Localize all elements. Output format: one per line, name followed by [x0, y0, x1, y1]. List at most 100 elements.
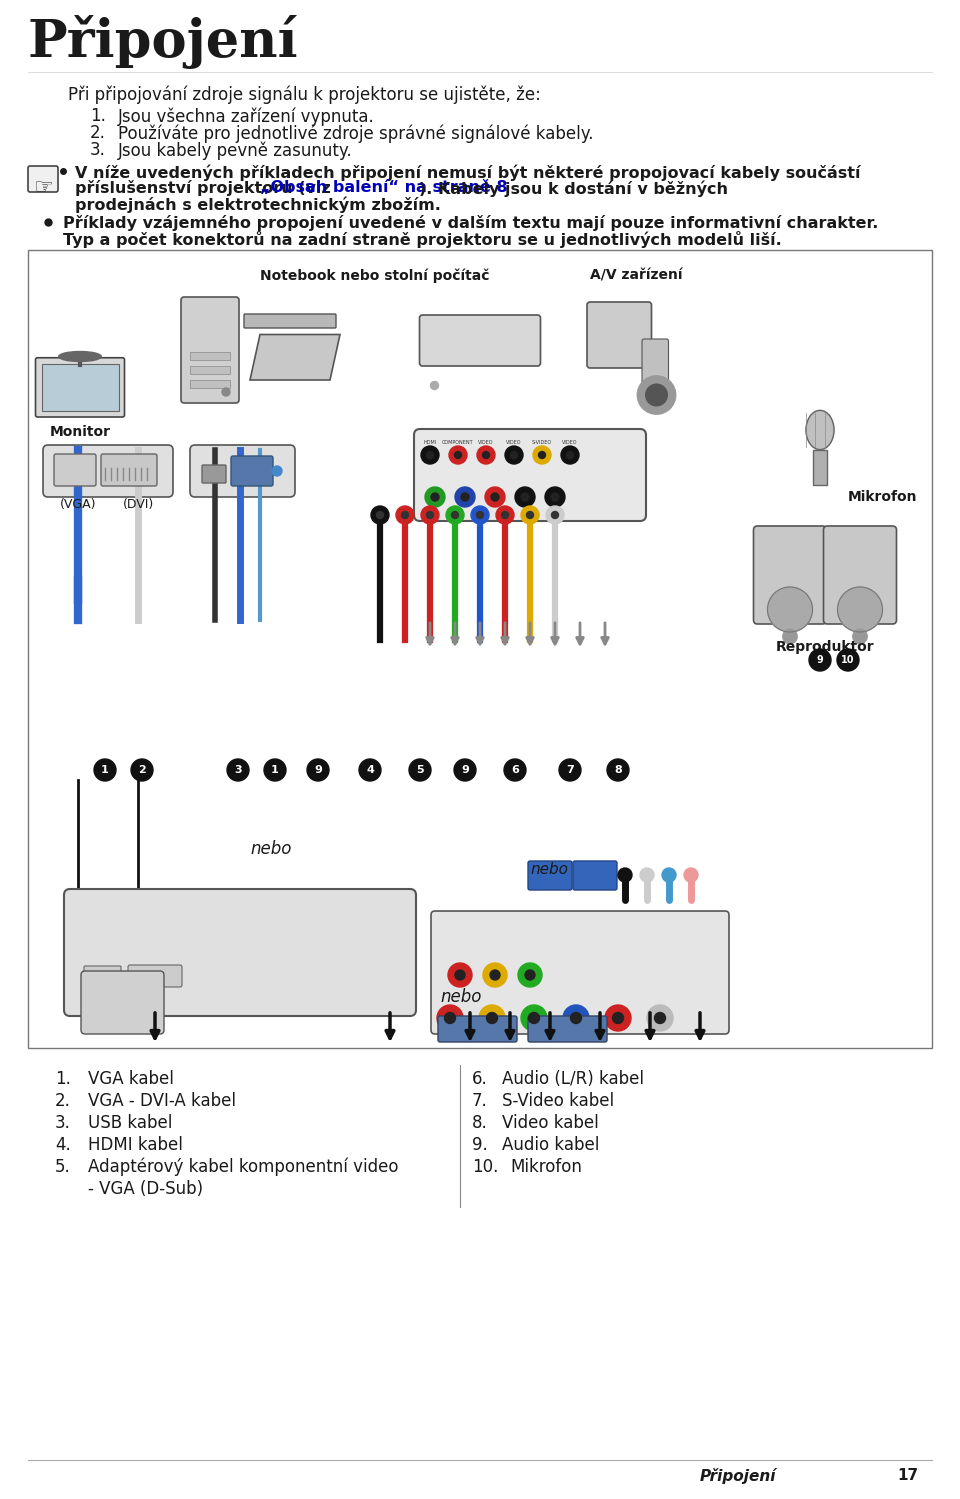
- Text: HDMI kabel: HDMI kabel: [88, 1136, 182, 1154]
- Text: 3.: 3.: [90, 141, 106, 159]
- Text: COMPONENT: COMPONENT: [443, 441, 474, 445]
- FancyBboxPatch shape: [181, 297, 239, 403]
- FancyBboxPatch shape: [101, 454, 157, 486]
- Circle shape: [545, 487, 565, 507]
- Circle shape: [521, 493, 529, 501]
- FancyBboxPatch shape: [642, 339, 668, 385]
- Circle shape: [852, 630, 867, 643]
- Text: Typ a počet konektorů na zadní straně projektoru se u jednotlivých modelů liší.: Typ a počet konektorů na zadní straně pr…: [63, 231, 781, 247]
- Text: nebo: nebo: [530, 862, 568, 877]
- Text: VIDEO: VIDEO: [563, 441, 578, 445]
- Text: prodejnách s elektrotechnickým zbožím.: prodejnách s elektrotechnickým zbožím.: [75, 196, 441, 213]
- Circle shape: [487, 1012, 497, 1024]
- Circle shape: [490, 970, 500, 980]
- Text: (DVI): (DVI): [122, 498, 154, 511]
- FancyBboxPatch shape: [754, 526, 827, 624]
- Circle shape: [471, 507, 489, 525]
- Text: ☞: ☞: [33, 178, 53, 198]
- Text: Jsou všechna zařízení vypnuta.: Jsou všechna zařízení vypnuta.: [118, 106, 374, 126]
- Text: 9: 9: [461, 764, 468, 775]
- Bar: [41, 364, 118, 411]
- FancyBboxPatch shape: [573, 860, 617, 890]
- Text: „Obsah balení“ na straně 8: „Obsah balení“ na straně 8: [259, 180, 507, 195]
- Bar: [190, 352, 230, 360]
- Text: 10.: 10.: [472, 1159, 498, 1177]
- Text: 8.: 8.: [472, 1114, 488, 1132]
- FancyBboxPatch shape: [128, 965, 182, 986]
- FancyBboxPatch shape: [528, 860, 572, 890]
- Circle shape: [425, 487, 445, 507]
- Text: Monitor: Monitor: [50, 426, 110, 439]
- Circle shape: [566, 451, 573, 459]
- Text: nebo: nebo: [250, 839, 292, 857]
- Circle shape: [529, 1012, 540, 1024]
- Circle shape: [421, 507, 439, 525]
- Circle shape: [483, 962, 507, 986]
- Circle shape: [455, 487, 475, 507]
- Circle shape: [521, 1004, 547, 1031]
- Text: 3: 3: [234, 764, 242, 775]
- Text: V níže uvedených příkladech připojení nemusí být některé propojovací kabely souč: V níže uvedených příkladech připojení ne…: [75, 163, 860, 180]
- Text: 6.: 6.: [472, 1070, 488, 1088]
- Circle shape: [455, 970, 465, 980]
- Circle shape: [477, 447, 495, 465]
- Circle shape: [551, 493, 559, 501]
- Circle shape: [837, 649, 859, 672]
- Circle shape: [684, 868, 698, 881]
- Text: 3.: 3.: [55, 1114, 71, 1132]
- Circle shape: [809, 649, 831, 672]
- Circle shape: [430, 382, 439, 390]
- Circle shape: [371, 507, 389, 525]
- Circle shape: [561, 447, 579, 465]
- Polygon shape: [250, 334, 340, 381]
- Circle shape: [94, 758, 116, 781]
- Text: VIDEO: VIDEO: [478, 441, 493, 445]
- Text: S-VIDEO: S-VIDEO: [532, 441, 552, 445]
- FancyBboxPatch shape: [81, 971, 164, 1034]
- Circle shape: [637, 376, 676, 414]
- Text: 2: 2: [138, 764, 146, 775]
- Text: Adaptérový kabel komponentní video: Adaptérový kabel komponentní video: [88, 1159, 398, 1177]
- Text: 9.: 9.: [472, 1136, 488, 1154]
- Text: 5: 5: [417, 764, 423, 775]
- Text: Audio kabel: Audio kabel: [502, 1136, 599, 1154]
- Circle shape: [570, 1012, 582, 1024]
- Circle shape: [426, 451, 434, 459]
- Circle shape: [396, 507, 414, 525]
- Circle shape: [525, 970, 535, 980]
- Circle shape: [485, 487, 505, 507]
- Circle shape: [559, 758, 581, 781]
- FancyBboxPatch shape: [587, 301, 652, 367]
- Text: - VGA (D-Sub): - VGA (D-Sub): [88, 1180, 204, 1198]
- Text: 7.: 7.: [472, 1091, 488, 1109]
- Circle shape: [605, 1004, 631, 1031]
- Text: Připojení: Připojení: [700, 1468, 777, 1484]
- Circle shape: [421, 447, 439, 465]
- Ellipse shape: [59, 351, 101, 361]
- Text: 6: 6: [511, 764, 519, 775]
- Text: USB kabel: USB kabel: [88, 1114, 173, 1132]
- Circle shape: [307, 758, 329, 781]
- Circle shape: [444, 1012, 455, 1024]
- Text: 10: 10: [841, 655, 854, 666]
- Text: 4: 4: [366, 764, 374, 775]
- Circle shape: [431, 493, 439, 501]
- Text: VIDEO: VIDEO: [506, 441, 521, 445]
- Circle shape: [426, 511, 434, 519]
- Text: VGA kabel: VGA kabel: [88, 1070, 174, 1088]
- Circle shape: [501, 511, 509, 519]
- Circle shape: [446, 507, 464, 525]
- Circle shape: [448, 962, 472, 986]
- Circle shape: [647, 1004, 673, 1031]
- Text: 1: 1: [271, 764, 278, 775]
- FancyBboxPatch shape: [244, 313, 336, 328]
- Circle shape: [533, 447, 551, 465]
- Text: 8: 8: [614, 764, 622, 775]
- Text: Připojení: Připojení: [28, 15, 299, 69]
- Text: (VGA): (VGA): [60, 498, 96, 511]
- Circle shape: [476, 511, 484, 519]
- Circle shape: [521, 507, 539, 525]
- FancyBboxPatch shape: [231, 456, 273, 486]
- Circle shape: [483, 451, 490, 459]
- Circle shape: [401, 511, 409, 519]
